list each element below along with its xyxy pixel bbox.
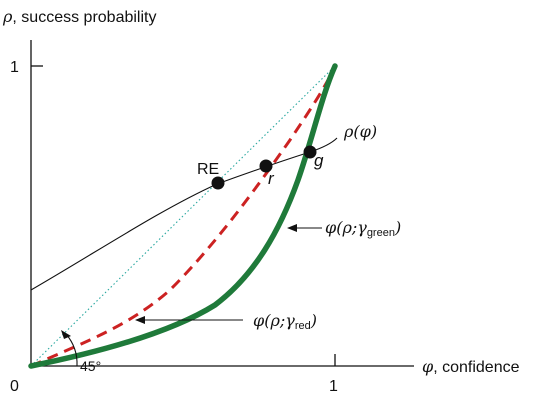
y-tick-label: 1 <box>10 59 19 76</box>
angle-label: 45° <box>80 358 101 374</box>
point-g-label: g <box>314 151 324 170</box>
point-re-label: RE <box>197 161 219 178</box>
green-curve <box>28 63 338 369</box>
rho-curve <box>30 137 338 291</box>
point-r <box>259 159 273 173</box>
point-g <box>303 145 317 159</box>
point-re <box>211 176 225 190</box>
origin-label: 0 <box>10 378 19 395</box>
green-curve-label: φ(ρ;γgreen) <box>325 218 401 239</box>
angle-arrowhead <box>61 330 71 339</box>
y-axis-label: ρ, success probability <box>2 7 156 26</box>
red-curve <box>30 65 337 368</box>
x-axis-label: φ, confidence <box>422 357 520 376</box>
x-tick-label: 1 <box>329 378 338 395</box>
point-r-label: r <box>268 169 275 188</box>
red-curve-label: φ(ρ;γred) <box>253 311 317 332</box>
rho-curve-label: ρ(φ) <box>343 122 377 141</box>
